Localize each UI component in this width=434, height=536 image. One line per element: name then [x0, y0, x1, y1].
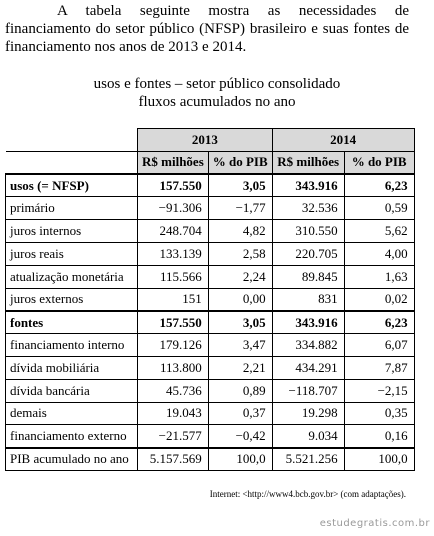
blank-header — [5, 128, 138, 152]
cell-value: 343.916 — [271, 309, 345, 335]
row-label: demais — [5, 401, 138, 426]
cell-value: 0,89 — [207, 378, 273, 403]
cell-value: 4,82 — [207, 219, 273, 243]
blank-header — [5, 151, 138, 175]
cell-value: 1,63 — [343, 264, 415, 289]
table-row: usos (= NFSP) 157.550 3,05 343.916 6,23 — [5, 173, 415, 198]
row-label: atualização monetária — [5, 264, 138, 289]
cell-value: 157.550 — [137, 309, 209, 335]
cell-value: 831 — [271, 287, 345, 312]
column-header: R$ milhões — [271, 150, 345, 175]
column-header: R$ milhões — [137, 150, 209, 175]
row-label: juros reais — [5, 241, 138, 266]
cell-value: −21.577 — [137, 424, 209, 449]
cell-value: 151 — [137, 287, 209, 312]
cell-value: 5.521.256 — [271, 446, 345, 471]
cell-value: 89.845 — [271, 264, 345, 289]
column-header: % do PIB — [207, 150, 273, 175]
cell-value: 2,24 — [207, 264, 273, 289]
row-label: financiamento externo — [5, 424, 138, 449]
cell-value: 5.157.569 — [137, 446, 209, 471]
cell-value: 5,62 — [343, 219, 415, 243]
row-label: dívida mobiliária — [5, 355, 138, 380]
cell-value: 3,05 — [207, 173, 273, 198]
cell-value: 3,47 — [207, 333, 273, 357]
table-row: juros externos 151 0,00 831 0,02 — [5, 287, 415, 312]
cell-value: 0,00 — [207, 287, 273, 312]
table-title: usos e fontes – setor público consolidad… — [93, 76, 341, 92]
table-row: atualização monetária 115.566 2,24 89.845 1,… — [5, 264, 415, 289]
cell-value: 6,23 — [343, 309, 415, 335]
cell-value: 0,35 — [343, 401, 415, 426]
cell-value: −118.707 — [271, 378, 345, 403]
cell-value: −2,15 — [343, 378, 415, 403]
cell-value: −1,77 — [207, 196, 273, 221]
cell-value: 157.550 — [137, 173, 209, 198]
table-row: primário −91.306 −1,77 32.536 0,59 — [5, 196, 415, 221]
row-label: juros externos — [5, 287, 138, 312]
row-label: juros internos — [5, 219, 138, 243]
cell-value: 19.298 — [271, 401, 345, 426]
cell-value: 115.566 — [137, 264, 209, 289]
table-row: juros internos 248.704 4,82 310.550 5,62 — [5, 219, 415, 243]
source-note: Internet: <http://www4.bcb.gov.br> (com … — [209, 489, 406, 499]
cell-value: 334.882 — [271, 333, 345, 357]
cell-value: 100,0 — [343, 446, 415, 471]
year-header: 2014 — [271, 128, 415, 152]
cell-value: 248.704 — [137, 219, 209, 243]
cell-value: 310.550 — [271, 219, 345, 243]
table-row: demais 19.043 0,37 19.298 0,35 — [5, 401, 415, 426]
table-row: fontes 157.550 3,05 343.916 6,23 — [5, 309, 415, 335]
cell-value: 0,59 — [343, 196, 415, 221]
cell-value: 220.705 — [271, 241, 345, 266]
row-label: financiamento interno — [5, 333, 138, 357]
cell-value: 434.291 — [271, 355, 345, 380]
year-header: 2013 — [137, 128, 273, 152]
cell-value: 179.126 — [137, 333, 209, 357]
cell-value: 6,23 — [343, 173, 415, 198]
cell-value: 6,07 — [343, 333, 415, 357]
cell-value: 7,87 — [343, 355, 415, 380]
table-row: financiamento externo −21.577 −0,42 9.034 0,… — [5, 424, 415, 449]
cell-value: 0,02 — [343, 287, 415, 312]
intro-paragraph: A tabela seguinte mostra as necessidades… — [5, 3, 409, 55]
table-row: financiamento interno 179.126 3,47 334.882 6… — [5, 333, 415, 357]
row-label: primário — [5, 196, 138, 221]
table-row: PIB acumulado no ano 5.157.569 100,0 5.521.… — [5, 446, 415, 471]
table-row: dívida mobiliária 113.800 2,21 434.291 7,87 — [5, 355, 415, 380]
table-row: juros reais 133.139 2,58 220.705 4,00 — [5, 241, 415, 266]
cell-value: 2,21 — [207, 355, 273, 380]
row-label: fontes — [5, 309, 138, 335]
column-header: % do PIB — [343, 150, 415, 175]
cell-value: 133.139 — [137, 241, 209, 266]
cell-value: 9.034 — [271, 424, 345, 449]
row-label: usos (= NFSP) — [5, 173, 138, 198]
cell-value: −0,42 — [207, 424, 273, 449]
cell-value: 19.043 — [137, 401, 209, 426]
cell-value: 100,0 — [207, 446, 273, 471]
cell-value: 0,16 — [343, 424, 415, 449]
watermark: estudegratis.com.br — [319, 518, 430, 529]
cell-value: 4,00 — [343, 241, 415, 266]
cell-value: 0,37 — [207, 401, 273, 426]
data-table: 2013 2014 R$ milhões% do PIB R$ milhões% … — [5, 128, 415, 471]
cell-value: 113.800 — [137, 355, 209, 380]
cell-value: 3,05 — [207, 309, 273, 335]
cell-value: 343.916 — [271, 173, 345, 198]
cell-value: 2,58 — [207, 241, 273, 266]
row-label: dívida bancária — [5, 378, 138, 403]
cell-value: 45.736 — [137, 378, 209, 403]
row-label: PIB acumulado no ano — [5, 446, 138, 471]
table-subtitle: fluxos acumulados no ano — [138, 94, 296, 110]
cell-value: 32.536 — [271, 196, 345, 221]
table-row: dívida bancária 45.736 0,89 −118.707 −2,15 — [5, 378, 415, 403]
cell-value: −91.306 — [137, 196, 209, 221]
